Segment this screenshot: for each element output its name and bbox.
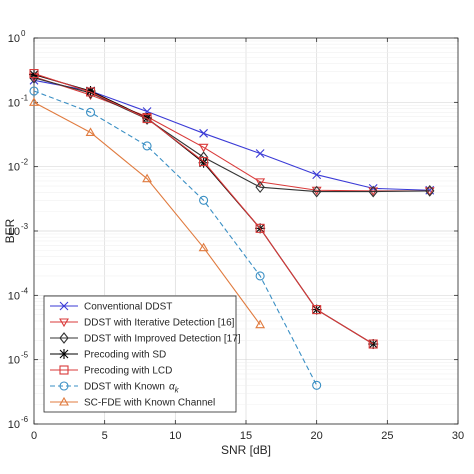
legend-entry: DDST with Known αk: [50, 381, 180, 395]
y-tick-exponent: -1: [21, 93, 29, 102]
data-point: [368, 185, 378, 198]
data-point: [255, 223, 265, 233]
data-point: [142, 113, 152, 124]
legend-label: DDST with Improved Detection [17]: [84, 334, 241, 345]
data-point: [198, 242, 209, 252]
y-tick-label: 10: [8, 97, 20, 109]
data-point: [255, 181, 265, 194]
legend-entry: Precoding with SD: [50, 349, 166, 361]
y-axis-label: BER: [3, 218, 17, 243]
y-tick-label: 10: [8, 355, 20, 367]
data-point: [198, 143, 209, 153]
legend-marker: [59, 365, 69, 375]
y-tick-exponent: -3: [21, 222, 29, 231]
legend-marker: [59, 301, 69, 311]
legend-entry: DDST with Iterative Detection [16]: [50, 318, 235, 329]
data-point: [142, 141, 152, 151]
data-point: [29, 69, 39, 79]
legend-marker: [59, 381, 69, 391]
data-point: [425, 185, 435, 197]
series-line: [33, 76, 430, 192]
data-point: [255, 149, 265, 158]
legend: Conventional DDST DDST with Iterative Det…: [43, 295, 241, 413]
data-point: [312, 380, 322, 390]
data-point: [368, 339, 378, 349]
series-6: [29, 86, 322, 390]
data-point: [199, 128, 208, 138]
legend-marker: [59, 318, 69, 328]
series-line: [33, 90, 318, 386]
series-7: [29, 97, 266, 329]
y-tick-exponent: -5: [21, 351, 29, 360]
data-point: [255, 319, 266, 329]
data-point: [29, 86, 39, 96]
series-line: [33, 79, 430, 191]
data-point: [255, 178, 266, 187]
y-tick-label: 10: [8, 33, 20, 45]
x-tick-label: 10: [169, 430, 181, 442]
legend-entry: SC-FDE with Known Channel: [50, 396, 215, 409]
x-tick-label: 25: [381, 430, 393, 442]
legend-label: DDST with Iterative Detection [16]: [84, 318, 235, 329]
series-line: [33, 77, 430, 193]
legend-marker: [59, 332, 69, 344]
data-point: [255, 271, 265, 281]
x-tick-label: 15: [240, 430, 252, 442]
series-5: [29, 69, 378, 349]
y-tick-label: 10: [8, 290, 20, 302]
y-tick-exponent: -2: [21, 158, 29, 167]
series-layer: [29, 69, 435, 390]
x-tick-label: 20: [311, 430, 323, 442]
series-line: [33, 101, 261, 325]
legend-marker: [59, 349, 69, 359]
y-tick-exponent: -6: [21, 415, 29, 424]
y-tick-label: 10: [8, 162, 20, 174]
data-point: [199, 195, 209, 205]
legend-entry: Precoding with LCD: [50, 365, 172, 377]
y-tick-label: 10: [8, 419, 20, 431]
y-tick-exponent: -4: [21, 286, 29, 295]
legend-label: Conventional DDST: [84, 302, 172, 313]
x-tick-label: 30: [452, 430, 464, 442]
y-tick-label: 10: [8, 226, 20, 238]
data-point: [29, 97, 39, 106]
legend-label: DDST with Known αk: [84, 382, 180, 395]
series-line: [33, 73, 374, 345]
data-point: [312, 305, 322, 315]
data-point: [29, 71, 39, 84]
data-point: [85, 127, 96, 137]
data-point: [85, 107, 96, 117]
data-point: [85, 87, 96, 97]
x-axis-label: SNR [dB]: [221, 443, 271, 457]
legend-label: SC-FDE with Known Channel: [84, 398, 215, 409]
legend-entry: DDST with Improved Detection [17]: [50, 332, 241, 345]
legend-marker: [59, 396, 69, 406]
legend-label: Precoding with SD: [84, 350, 166, 361]
y-tick-exponent: 0: [21, 29, 26, 38]
data-point: [142, 173, 153, 183]
legend-entry: Conventional DDST: [50, 302, 172, 313]
data-point: [199, 157, 209, 167]
data-point: [311, 185, 322, 198]
x-tick-label: 0: [31, 430, 37, 442]
data-point: [312, 170, 322, 180]
legend-label: Precoding with LCD: [84, 366, 172, 377]
x-tick-label: 5: [102, 430, 108, 442]
